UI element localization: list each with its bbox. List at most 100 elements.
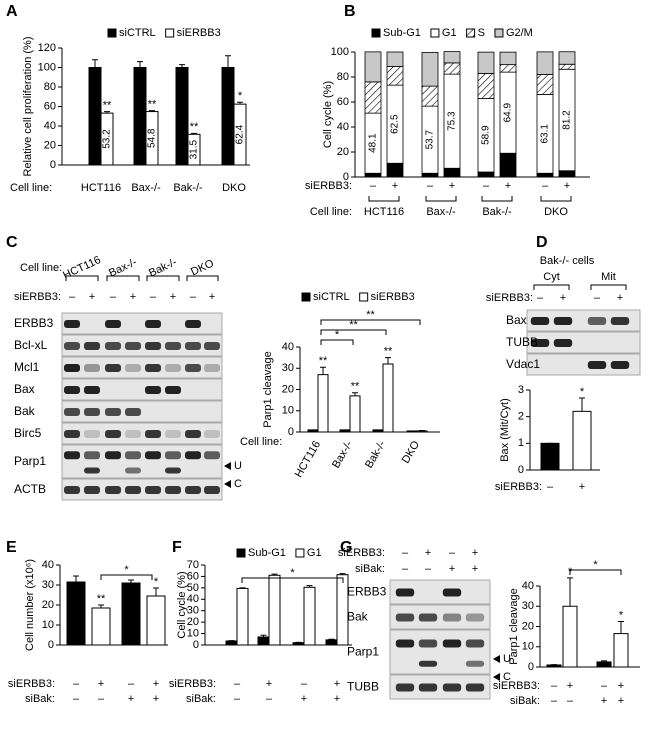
panel-label: B	[344, 3, 356, 20]
blot-band	[165, 451, 181, 460]
y-tick-label: 30	[522, 600, 534, 612]
band-marker: C	[234, 478, 242, 490]
comparison-bracket	[569, 569, 622, 575]
x-tick-label: –	[542, 180, 549, 192]
comparison-bracket	[320, 319, 421, 325]
blot-band	[587, 361, 607, 369]
comparison-star: **	[349, 319, 358, 331]
blot-band	[465, 683, 485, 692]
blot-band	[64, 342, 80, 350]
x-tick-label: +	[505, 180, 511, 192]
legend-swatch	[430, 28, 440, 38]
legend-swatch	[165, 28, 175, 38]
blot-band	[395, 683, 415, 692]
bar-segment	[536, 51, 554, 75]
marker-arrow	[224, 462, 231, 470]
x-tick-label: +	[618, 695, 624, 707]
blot-band	[84, 364, 100, 372]
group-bracket	[481, 196, 513, 202]
significance-star: **	[103, 100, 112, 112]
bar-segment	[443, 62, 461, 75]
lane-label: +	[560, 292, 566, 304]
blot-row-label: Bax	[506, 313, 527, 327]
blot-band	[442, 588, 462, 597]
lane-bracket	[146, 275, 180, 281]
y-tick-label: 40	[187, 593, 199, 605]
legend-swatch	[494, 28, 504, 38]
bar	[349, 395, 361, 433]
blot-band	[125, 451, 141, 460]
y-tick-label: 0	[528, 661, 534, 673]
x-tick-label: –	[551, 680, 558, 692]
bar	[121, 582, 141, 646]
blot-band	[553, 339, 573, 347]
error-bar	[153, 587, 159, 596]
blot-band	[418, 639, 438, 648]
category-axis-label: Cell line:	[10, 182, 52, 194]
group-bracket	[425, 196, 457, 202]
x-tick-label: +	[564, 180, 570, 192]
blot-row-label: ERBB3	[14, 316, 54, 330]
lane-label: Mit	[601, 271, 616, 283]
blot-band	[165, 467, 181, 474]
bar-segment	[386, 65, 404, 86]
blot-band	[84, 486, 100, 494]
y-axis-label: Parp1 cleavage	[262, 351, 274, 427]
comparison-star: **	[366, 309, 375, 321]
x-tick-label: –	[301, 678, 308, 690]
blot-row-label: Birc5	[14, 426, 42, 440]
blot-band	[125, 408, 141, 416]
y-tick-label: 120	[38, 42, 56, 54]
x-tick-label: +	[334, 678, 340, 690]
bar	[382, 363, 394, 433]
x-tick-label: –	[427, 180, 434, 192]
bar-segment	[443, 167, 461, 178]
x-tick-label: HCT116	[364, 206, 404, 218]
blot-band	[418, 683, 438, 692]
bar	[325, 639, 338, 646]
x-tick-label: +	[301, 693, 307, 705]
blot-band	[105, 451, 121, 460]
lane-bracket	[65, 275, 99, 281]
blot-band	[64, 486, 80, 494]
y-tick-label: 20	[337, 146, 349, 158]
blot-band	[64, 386, 80, 394]
value-label: 54.8	[147, 128, 158, 148]
error-bar	[179, 64, 185, 68]
bar	[66, 581, 86, 646]
y-tick-label: 40	[337, 121, 349, 133]
blot-band	[165, 430, 181, 438]
bar-segment	[364, 51, 382, 83]
error-bar	[320, 366, 326, 375]
blot-title: Bak-/- cells	[540, 255, 595, 267]
y-tick-label: 80	[44, 81, 56, 93]
error-bar	[73, 575, 79, 582]
x-tick-label: –	[234, 678, 241, 690]
error-bar	[271, 573, 278, 576]
legend-label: G2/M	[506, 27, 533, 39]
bar-segment	[386, 51, 404, 67]
bar	[292, 642, 305, 646]
blot-band	[125, 364, 141, 372]
lane-label: +	[472, 563, 478, 575]
y-axis-label: Parp1 cleavage	[508, 588, 520, 664]
blot-band	[204, 486, 220, 494]
significance-star: **	[97, 593, 106, 605]
blot-strip	[61, 400, 223, 423]
blot-band	[442, 639, 462, 648]
blot-band	[145, 451, 161, 460]
blot-band	[395, 639, 415, 648]
y-tick-label: 50	[187, 582, 199, 594]
blot-band	[165, 486, 181, 494]
legend-label: siCTRL	[313, 291, 350, 303]
y-tick-label: 10	[282, 405, 294, 417]
blot-row-label: Mcl1	[14, 360, 40, 374]
blot-band	[418, 660, 438, 667]
error-bar	[352, 392, 358, 396]
error-bar	[260, 634, 267, 637]
x-tick-label: –	[370, 180, 377, 192]
y-tick-label: 1	[518, 437, 524, 449]
y-tick-label: 20	[282, 383, 294, 395]
blot-row-label: Vdac1	[506, 357, 540, 371]
lane-bracket	[186, 275, 219, 281]
